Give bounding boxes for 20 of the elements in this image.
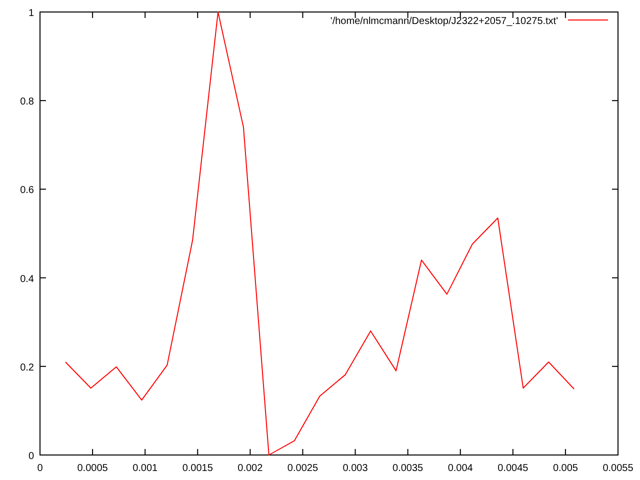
x-tick-label: 0.0005: [77, 463, 108, 474]
x-tick-label: 0.0025: [287, 463, 318, 474]
x-tick-label: 0.0055: [602, 463, 634, 474]
x-tick-label: 0.002: [238, 463, 264, 474]
y-tick-label: 0.2: [20, 362, 34, 374]
x-tick-label: 0.005: [552, 463, 578, 474]
x-tick-label: 0.004: [448, 463, 474, 474]
x-tick-label: 0.0015: [182, 463, 214, 474]
x-tick-label: 0.001: [132, 463, 158, 474]
y-tick-label: 0.6: [20, 185, 34, 196]
y-tick-label: 0.8: [20, 96, 34, 108]
x-tick-label: 0.0045: [498, 463, 529, 474]
y-tick-label: 1: [28, 8, 34, 19]
y-tick-label: 0: [28, 451, 34, 462]
x-tick-label: 0: [37, 463, 44, 474]
x-tick-label: 0.003: [342, 463, 368, 474]
line-series: [64, 12, 575, 456]
text: '/home/nlmcmann/Desktop/J2322+2057_.10275.txt': [330, 16, 558, 27]
y-tick-label: 0.4: [20, 274, 34, 285]
x-tick-label: 0.0035: [392, 463, 424, 474]
